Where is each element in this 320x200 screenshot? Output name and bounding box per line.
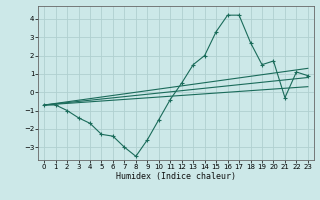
X-axis label: Humidex (Indice chaleur): Humidex (Indice chaleur)	[116, 172, 236, 181]
